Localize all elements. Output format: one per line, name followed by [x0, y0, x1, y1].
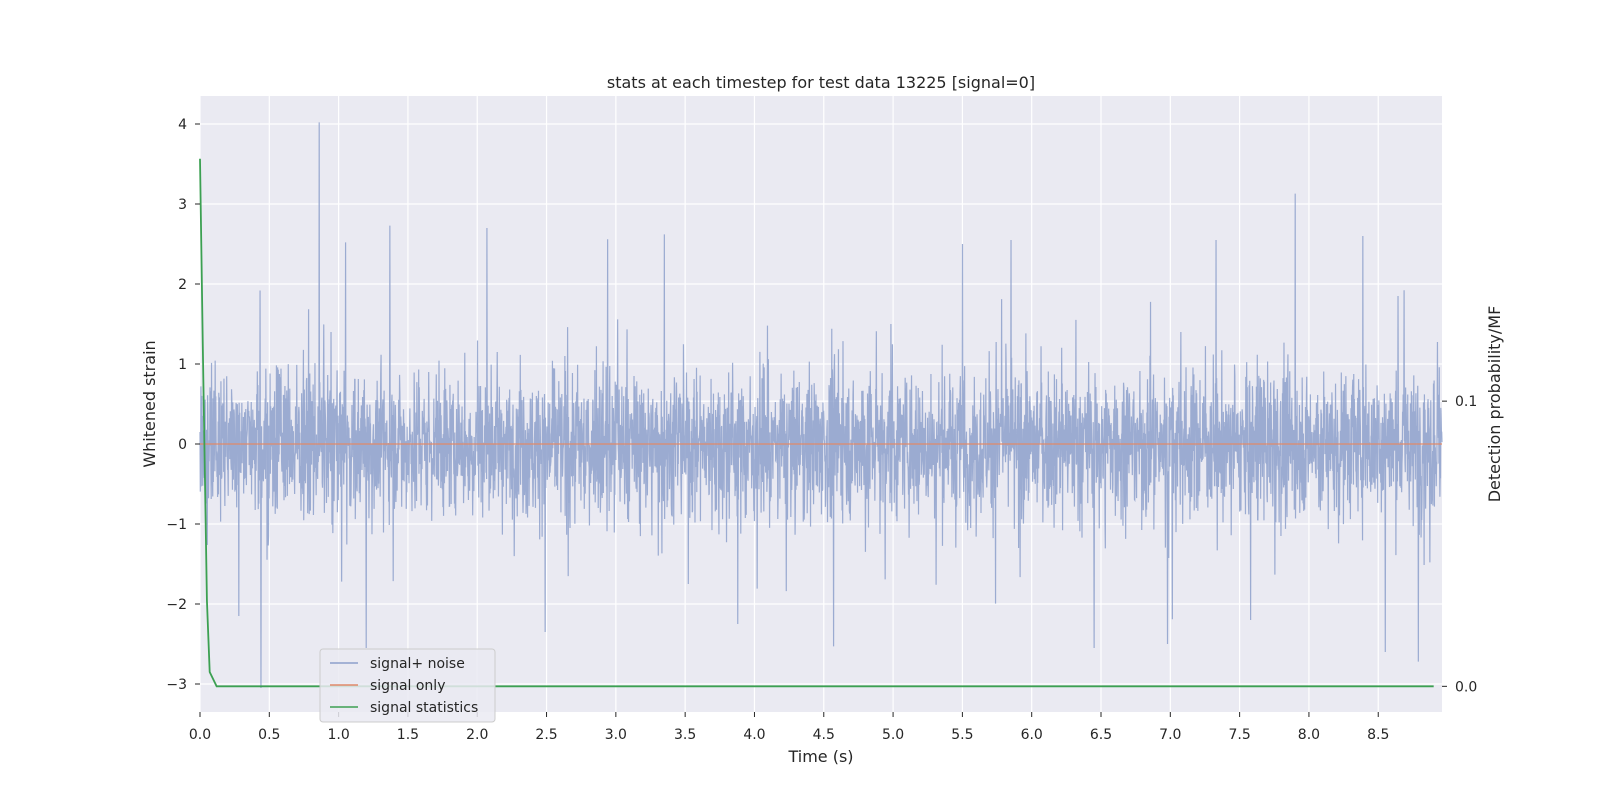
x-tick-label: 1.0 [327, 727, 349, 743]
y2-tick-label: 0.1 [1455, 394, 1477, 410]
x-tick-label: 5.0 [882, 727, 904, 743]
legend-box [319, 648, 496, 723]
x-axis-label: Time (s) [787, 747, 853, 766]
y-tick-label: 0 [178, 437, 187, 453]
x-tick-label: 6.5 [1090, 727, 1112, 743]
y-tick-label: −1 [166, 517, 187, 533]
x-tick-label: 7.0 [1159, 727, 1181, 743]
x-tick-label: 7.5 [1228, 727, 1250, 743]
x-axis-ticks: 0.0 0.5 1.0 1.5 2.0 2.5 3.0 3.5 4.0 4.5 5.0 5.5 6.0 6… [189, 712, 1389, 743]
chart-title: stats at each timestep for test data 132… [607, 73, 1035, 92]
y-tick-label: 1 [178, 357, 187, 373]
x-tick-label: 2.0 [466, 727, 488, 743]
y2-tick-label: 0.0 [1455, 679, 1477, 695]
x-tick-label: 8.0 [1298, 727, 1320, 743]
y-tick-label: −2 [166, 597, 187, 613]
x-tick-label: 0.5 [258, 727, 280, 743]
y-axis-label: Whitened strain [140, 340, 159, 467]
x-tick-label: 4.0 [743, 727, 765, 743]
y2-axis-ticks: 0.0 0.1 [1442, 394, 1477, 695]
x-tick-label: 6.0 [1021, 727, 1043, 743]
x-tick-label: 5.5 [951, 727, 973, 743]
series-signal-noise [199, 122, 1443, 689]
x-tick-label: 4.5 [813, 727, 835, 743]
legend-label-signal-only: signal only [370, 678, 445, 694]
x-tick-label: 3.5 [674, 727, 696, 743]
y2-axis-label: Detection probability/MF [1485, 306, 1504, 503]
legend: signal+ noise signal only signal statist… [319, 648, 496, 723]
y-tick-label: 2 [178, 277, 187, 293]
y-tick-label: 4 [178, 117, 187, 133]
x-tick-label: 1.5 [397, 727, 419, 743]
legend-label-signal-noise: signal+ noise [370, 656, 465, 672]
x-tick-label: 3.0 [605, 727, 627, 743]
legend-label-signal-statistics: signal statistics [370, 700, 478, 716]
y-tick-label: 3 [178, 197, 187, 213]
y-tick-label: −3 [166, 677, 187, 693]
plot-background [200, 96, 1442, 712]
x-tick-label: 0.0 [189, 727, 211, 743]
y-axis-ticks: −3 −2 −1 0 1 2 3 4 [166, 117, 200, 693]
x-tick-label: 2.5 [535, 727, 557, 743]
x-tick-label: 8.5 [1367, 727, 1389, 743]
